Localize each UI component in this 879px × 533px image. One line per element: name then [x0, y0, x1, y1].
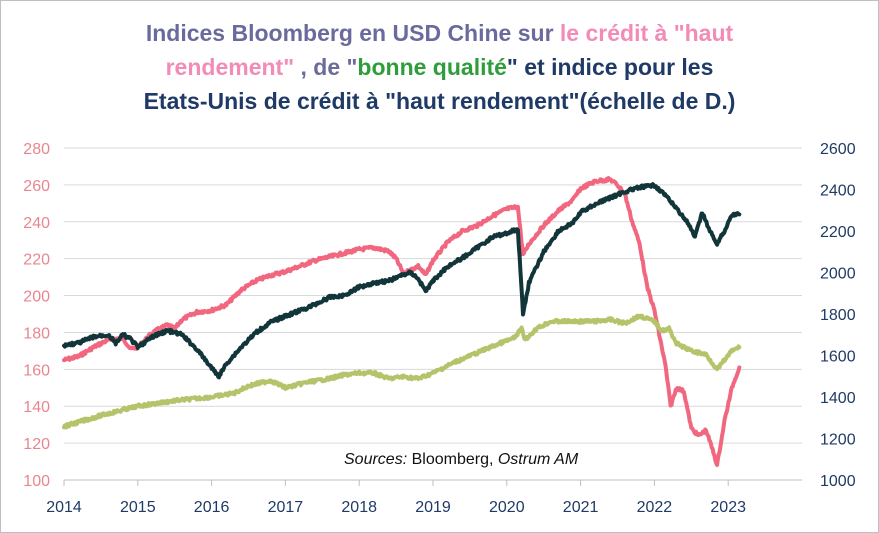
x-tick-label: 2014 — [46, 499, 82, 516]
left-tick-label: 280 — [23, 141, 50, 158]
title-line-1: Indices Bloomberg en USD Chine sur le cr… — [0, 16, 879, 50]
right-tick-label: 1600 — [820, 349, 856, 366]
left-axis-ticks: 100 120 140 160 180 200 220 240 260 280 — [23, 141, 50, 490]
left-tick-label: 160 — [23, 362, 50, 379]
x-tick-label: 2016 — [194, 499, 230, 516]
series-line-china-investment-grade — [62, 313, 742, 430]
left-tick-label: 260 — [23, 178, 50, 195]
series-group — [62, 176, 742, 467]
source-prefix: Sources: — [344, 451, 407, 468]
right-tick-label: 1200 — [820, 432, 856, 449]
left-tick-label: 240 — [23, 215, 50, 232]
title-part-3: rendement" — [165, 54, 295, 80]
title-part-5: bonne qualité — [357, 54, 507, 80]
left-tick-label: 120 — [23, 436, 50, 453]
x-tick-label: 2021 — [563, 499, 599, 516]
x-axis-ticks: 2014 2015 2016 2017 2018 2019 2020 2021 2022 2023 — [46, 480, 746, 516]
x-tick-label: 2022 — [637, 499, 673, 516]
left-tick-label: 140 — [23, 399, 50, 416]
source-bloomberg: Bloomberg, — [407, 451, 498, 468]
series-line-china-high-yield — [62, 176, 742, 467]
right-tick-label: 2200 — [820, 224, 856, 241]
right-tick-label: 1400 — [820, 390, 856, 407]
x-tick-label: 2023 — [710, 499, 746, 516]
title-part-7: indice pour les — [551, 54, 714, 80]
left-tick-label: 180 — [23, 325, 50, 342]
title-part-6: " et — [506, 54, 552, 80]
title-line-2: rendement" , de "bonne qualité" et indic… — [0, 50, 879, 84]
right-axis-ticks: 1000 1200 1400 1600 1800 2000 2200 2400 2600 — [820, 141, 856, 490]
title-line-3: Etats-Unis de crédit à "haut rendement"(… — [143, 88, 736, 114]
left-tick-label: 100 — [23, 473, 50, 490]
left-tick-label: 220 — [23, 252, 50, 269]
series-line-us-high-yield — [62, 182, 742, 380]
x-tick-label: 2017 — [268, 499, 304, 516]
x-tick-label: 2018 — [341, 499, 377, 516]
right-tick-label: 1800 — [820, 307, 856, 324]
right-tick-label: 2400 — [820, 183, 856, 200]
title-part-1: Indices Bloomberg en USD Chine sur — [145, 20, 560, 46]
left-tick-label: 200 — [23, 289, 50, 306]
right-tick-label: 1000 — [820, 473, 856, 490]
source-note: Sources: Bloomberg, Ostrum AM — [344, 451, 579, 468]
chart-title: Indices Bloomberg en USD Chine sur le cr… — [0, 16, 879, 118]
right-tick-label: 2000 — [820, 266, 856, 283]
x-tick-label: 2020 — [489, 499, 525, 516]
x-tick-label: 2019 — [415, 499, 451, 516]
source-ostrum: Ostrum AM — [498, 451, 579, 468]
x-tick-label: 2015 — [120, 499, 156, 516]
title-part-4: , de " — [294, 54, 358, 80]
right-tick-label: 2600 — [820, 141, 856, 158]
title-part-2: le crédit à "haut — [559, 20, 734, 46]
